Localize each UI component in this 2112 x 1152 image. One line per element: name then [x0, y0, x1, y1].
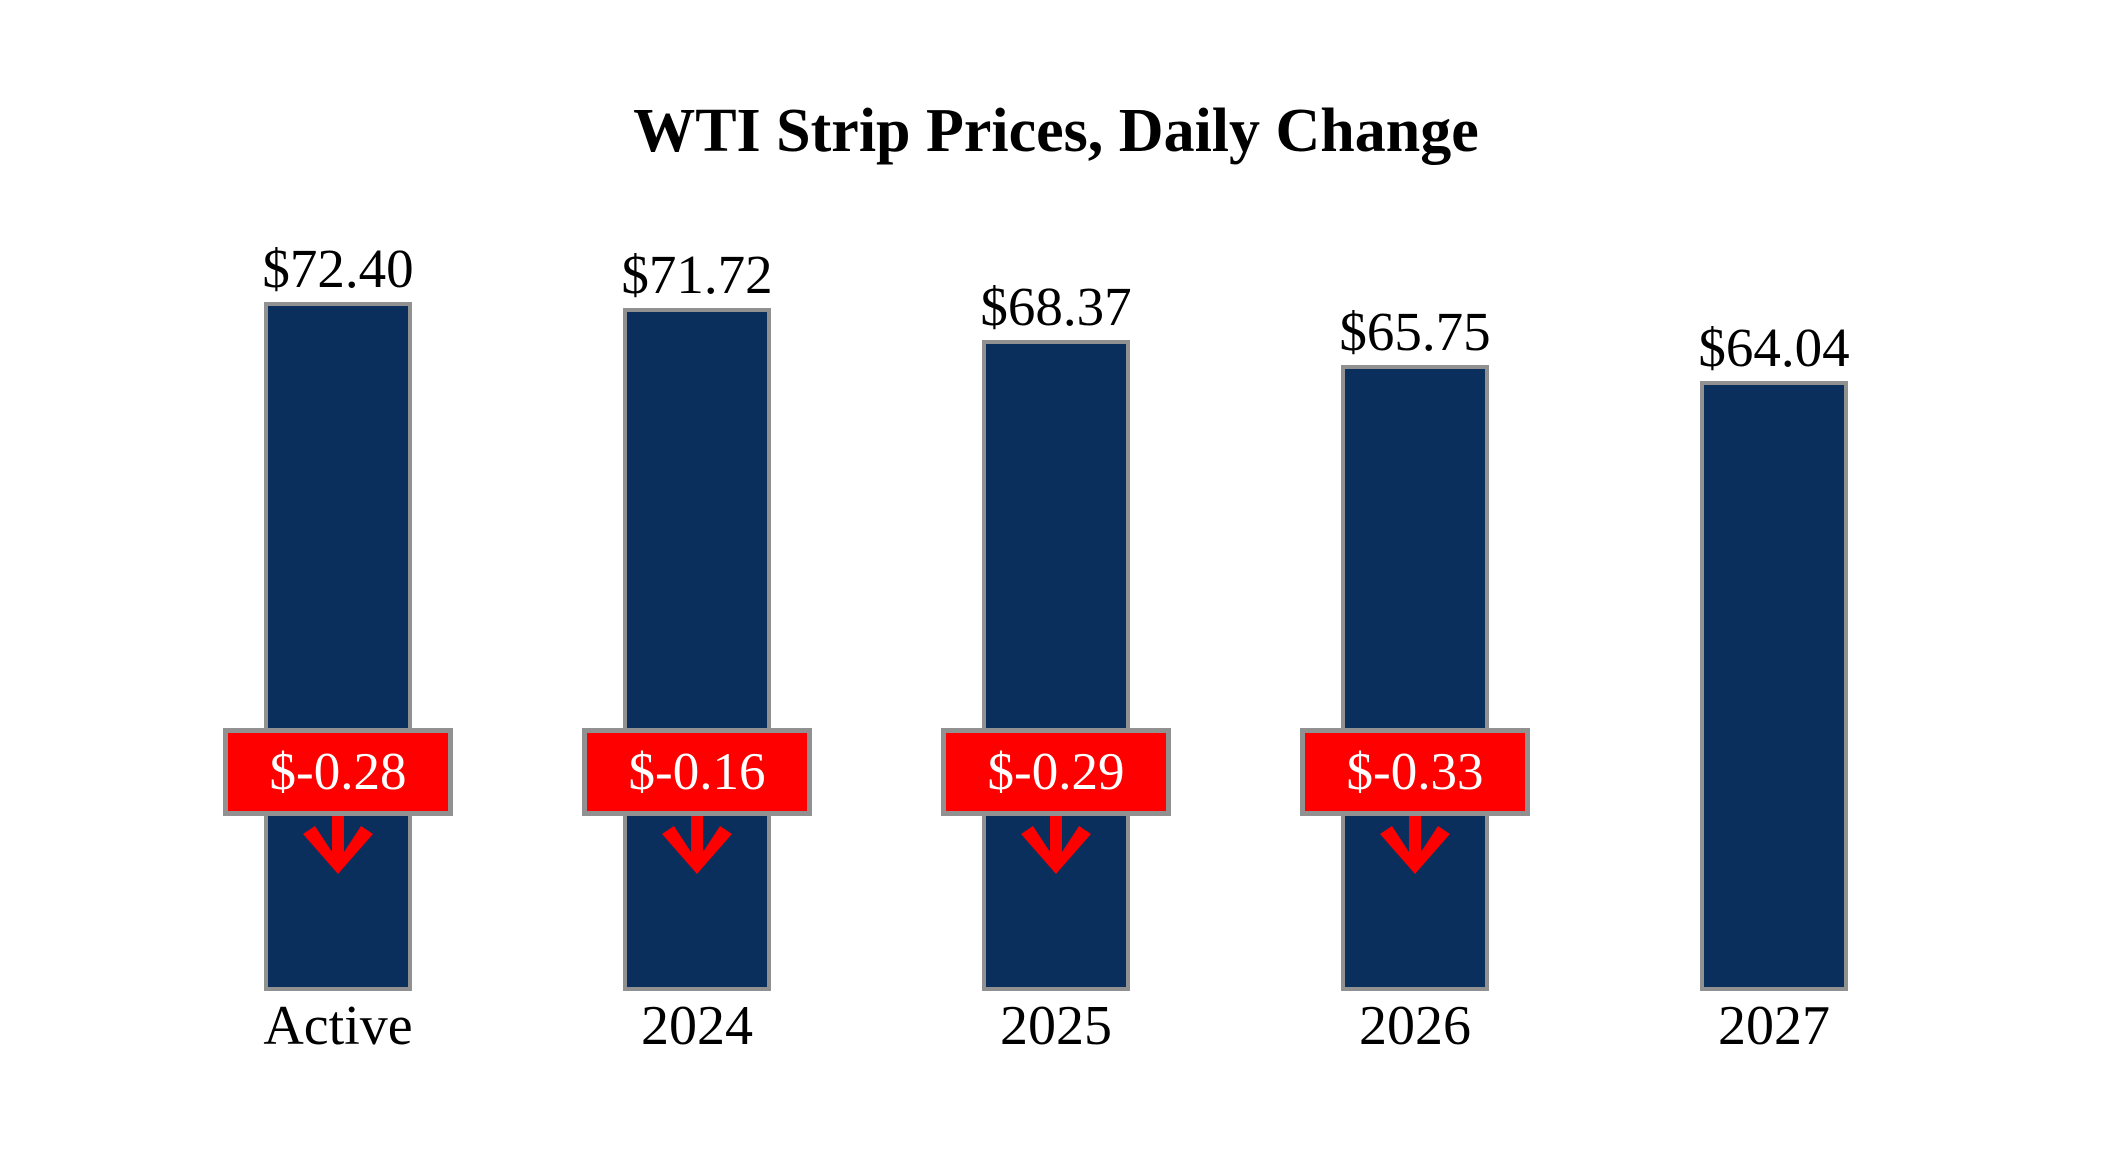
bar — [1700, 381, 1848, 991]
daily-change-value: $-0.29 — [987, 742, 1125, 801]
category-label: Active — [263, 995, 413, 1057]
bar-value-label: $71.72 — [621, 244, 773, 305]
bar-group: $64.04 2027 — [1698, 230, 1850, 1054]
bar-value-label: $72.40 — [262, 238, 414, 299]
bar-group: $72.40 $-0.28 Active — [223, 230, 453, 1054]
bars-row: $72.40 $-0.28 Active $71.72 $-0.16 2024 … — [0, 230, 2112, 1054]
daily-change-value: $-0.16 — [628, 742, 766, 801]
category-label: 2027 — [1718, 995, 1830, 1057]
daily-change-badge: $-0.29 — [941, 728, 1171, 816]
bar — [264, 302, 412, 991]
down-arrow-icon — [662, 816, 732, 874]
down-arrow-icon — [1021, 816, 1091, 874]
bar-group: $68.37 $-0.29 2025 — [941, 230, 1171, 1054]
daily-change-value: $-0.33 — [1346, 742, 1484, 801]
bar — [623, 308, 771, 991]
bar-value-label: $68.37 — [980, 276, 1132, 337]
bar-group: $65.75 $-0.33 2026 — [1300, 230, 1530, 1054]
bar — [982, 340, 1130, 991]
category-label: 2026 — [1359, 995, 1471, 1057]
chart-title: WTI Strip Prices, Daily Change — [633, 97, 1479, 165]
bar-value-label: $65.75 — [1339, 301, 1491, 362]
daily-change-badge: $-0.33 — [1300, 728, 1530, 816]
category-label: 2024 — [641, 995, 753, 1057]
bar-value-label: $64.04 — [1698, 317, 1850, 378]
down-arrow-icon — [1380, 816, 1450, 874]
daily-change-value: $-0.28 — [269, 742, 407, 801]
category-label: 2025 — [1000, 995, 1112, 1057]
down-arrow-icon — [303, 816, 373, 874]
daily-change-badge: $-0.16 — [582, 728, 812, 816]
daily-change-badge: $-0.28 — [223, 728, 453, 816]
bar-group: $71.72 $-0.16 2024 — [582, 230, 812, 1054]
bar — [1341, 365, 1489, 991]
